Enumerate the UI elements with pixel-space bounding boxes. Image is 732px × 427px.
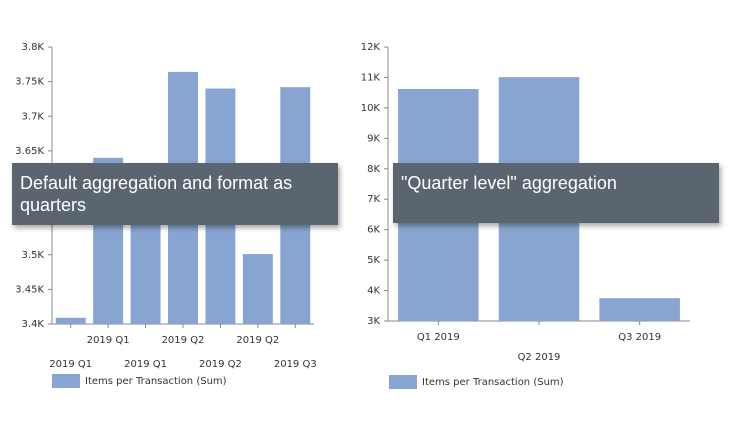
bar — [599, 298, 680, 321]
annotation: Default aggregation and format as quarte… — [12, 163, 338, 225]
y-tick-label: 6K — [367, 225, 380, 236]
y-tick-label: 3.8K — [22, 42, 45, 53]
y-tick-label: 3.7K — [22, 111, 45, 122]
legend-label: Items per Transaction (Sum) — [85, 376, 227, 387]
y-tick-label: 12K — [361, 42, 381, 53]
x-tick-label: 2019 Q2 — [199, 359, 242, 370]
y-tick-label: 3K — [367, 316, 380, 327]
x-tick-label: 2019 Q2 — [236, 335, 279, 346]
y-tick-label: 8K — [367, 164, 380, 175]
x-tick-label: Q1 2019 — [417, 332, 460, 343]
y-tick-label: 4K — [367, 286, 380, 297]
y-tick-label: 9K — [367, 133, 380, 144]
y-tick-label: 3.45K — [15, 284, 44, 295]
x-tick-label: Q2 2019 — [518, 352, 561, 363]
legend-swatch — [52, 374, 80, 388]
bar — [242, 254, 273, 324]
x-tick-label: Q3 2019 — [618, 332, 661, 343]
legend-swatch — [389, 375, 417, 389]
x-tick-label: 2019 Q1 — [87, 335, 130, 346]
y-tick-label: 3.65K — [15, 146, 44, 157]
legend-label: Items per Transaction (Sum) — [422, 377, 564, 388]
x-tick-label: 2019 Q1 — [124, 359, 167, 370]
y-tick-label: 11K — [361, 72, 381, 83]
y-tick-label: 3.5K — [22, 250, 45, 261]
y-tick-label: 3.75K — [15, 77, 44, 88]
x-tick-label: 2019 Q3 — [274, 359, 317, 370]
annotation: "Quarter level" aggregation — [393, 163, 719, 223]
y-tick-label: 10K — [361, 103, 381, 114]
x-tick-label: 2019 Q1 — [49, 359, 92, 370]
y-tick-label: 3.4K — [22, 319, 45, 330]
bar — [55, 317, 86, 324]
y-tick-label: 5K — [367, 255, 380, 266]
x-tick-label: 2019 Q2 — [162, 335, 205, 346]
y-tick-label: 7K — [367, 194, 380, 205]
